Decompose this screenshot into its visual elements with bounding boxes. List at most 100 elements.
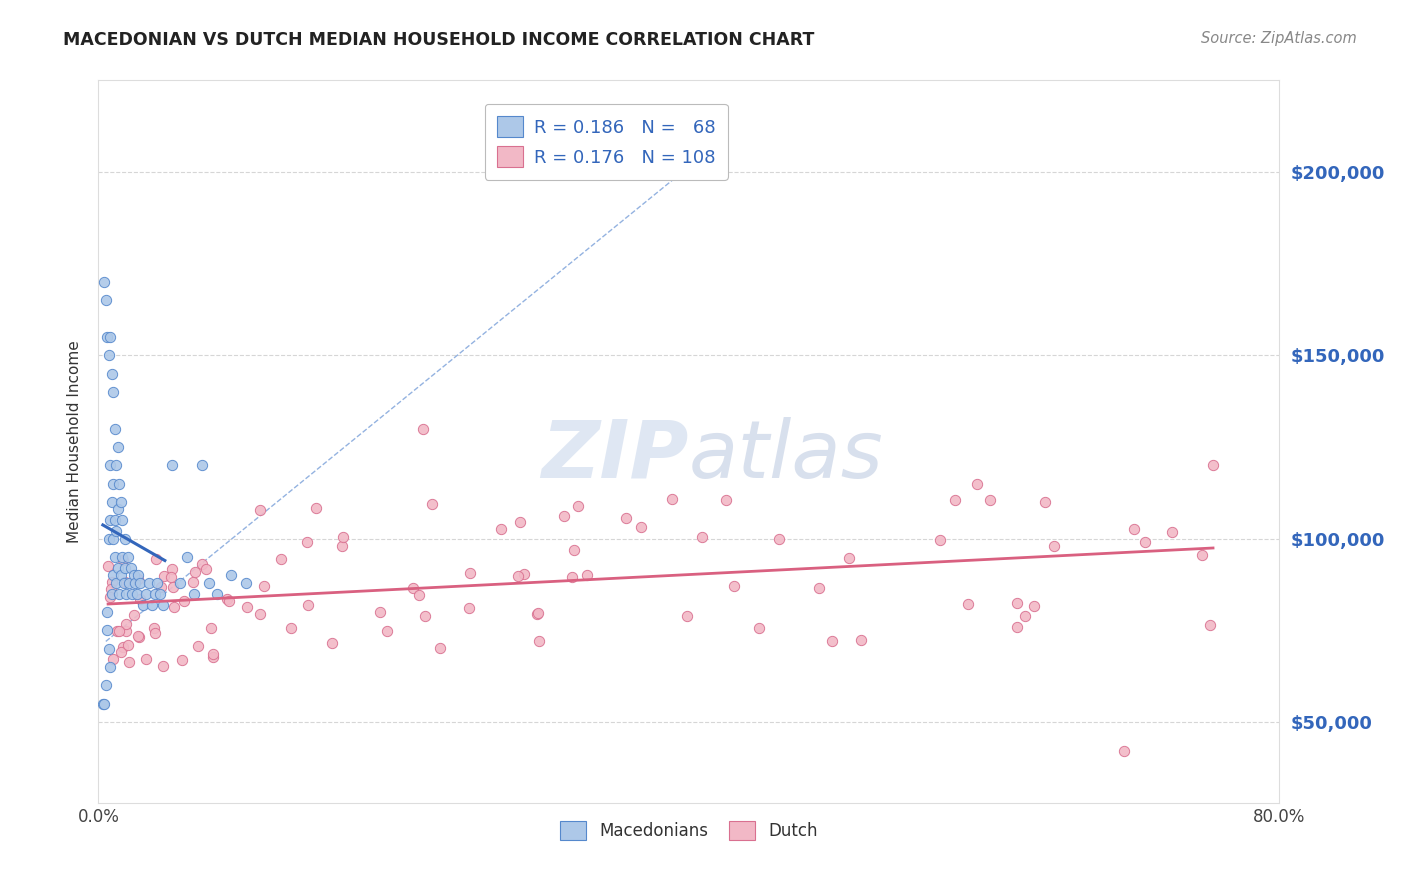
Point — [807, 581, 830, 595]
Point — [98, 513, 121, 527]
Point — [332, 530, 354, 544]
Point — [124, 575, 146, 590]
Point — [96, 605, 118, 619]
Point — [235, 575, 257, 590]
Point — [110, 644, 132, 658]
Text: Source: ZipAtlas.com: Source: ZipAtlas.com — [1201, 31, 1357, 46]
Point — [118, 575, 141, 590]
Point — [1033, 494, 1056, 508]
Point — [135, 652, 157, 666]
Point — [100, 495, 122, 509]
Point — [297, 598, 319, 612]
Point — [143, 626, 166, 640]
Point — [205, 587, 228, 601]
Point — [100, 367, 122, 381]
Point — [127, 568, 149, 582]
Point — [1202, 458, 1225, 473]
Point — [412, 422, 434, 436]
Point — [321, 636, 343, 650]
Point — [98, 458, 121, 473]
Point — [108, 587, 131, 601]
Point — [270, 552, 292, 566]
Point — [122, 568, 145, 582]
Point — [169, 575, 191, 590]
Point — [103, 568, 125, 582]
Point — [93, 275, 115, 289]
Point — [97, 558, 120, 573]
Point — [143, 587, 166, 601]
Point — [849, 632, 872, 647]
Point — [173, 594, 195, 608]
Point — [527, 634, 550, 648]
Point — [527, 606, 550, 620]
Point — [149, 587, 172, 601]
Point — [181, 575, 204, 590]
Point — [128, 575, 150, 590]
Point — [118, 655, 141, 669]
Point — [513, 566, 536, 581]
Point — [297, 535, 319, 549]
Point — [429, 640, 451, 655]
Point — [200, 621, 222, 635]
Point — [249, 503, 271, 517]
Point — [107, 440, 129, 454]
Point — [101, 652, 124, 666]
Point — [943, 492, 966, 507]
Point — [1042, 539, 1064, 553]
Point — [1007, 620, 1029, 634]
Point — [97, 532, 120, 546]
Point — [966, 476, 988, 491]
Point — [614, 511, 637, 525]
Point — [748, 621, 770, 635]
Point — [1014, 609, 1036, 624]
Point — [105, 524, 128, 539]
Point — [105, 575, 128, 590]
Point — [91, 697, 114, 711]
Point — [112, 575, 135, 590]
Point — [198, 575, 221, 590]
Point — [253, 579, 276, 593]
Point — [107, 561, 129, 575]
Point — [117, 638, 139, 652]
Point — [97, 348, 120, 362]
Point — [201, 648, 224, 662]
Point — [104, 513, 127, 527]
Point — [98, 330, 121, 344]
Point — [112, 640, 135, 654]
Point — [96, 624, 118, 638]
Legend: Macedonians, Dutch: Macedonians, Dutch — [551, 813, 827, 848]
Point — [100, 582, 122, 597]
Point — [176, 550, 198, 565]
Point — [375, 624, 398, 639]
Point — [104, 550, 127, 565]
Point — [956, 597, 979, 611]
Point — [1022, 599, 1045, 613]
Point — [127, 629, 149, 643]
Point — [94, 293, 117, 308]
Point — [120, 561, 142, 575]
Point — [162, 561, 184, 575]
Point — [553, 508, 575, 523]
Point — [305, 500, 328, 515]
Point — [562, 543, 585, 558]
Point — [506, 569, 529, 583]
Point — [838, 550, 860, 565]
Point — [152, 659, 174, 673]
Point — [111, 550, 134, 565]
Point — [661, 492, 683, 507]
Point — [141, 598, 163, 612]
Point — [249, 607, 271, 621]
Point — [125, 587, 148, 601]
Point — [100, 587, 122, 601]
Point — [723, 579, 745, 593]
Point — [420, 497, 443, 511]
Point — [408, 589, 430, 603]
Text: atlas: atlas — [689, 417, 884, 495]
Point — [402, 581, 425, 595]
Point — [1135, 534, 1157, 549]
Text: MACEDONIAN VS DUTCH MEDIAN HOUSEHOLD INCOME CORRELATION CHART: MACEDONIAN VS DUTCH MEDIAN HOUSEHOLD INC… — [63, 31, 814, 49]
Point — [107, 502, 129, 516]
Point — [714, 492, 737, 507]
Point — [93, 697, 115, 711]
Point — [110, 568, 132, 582]
